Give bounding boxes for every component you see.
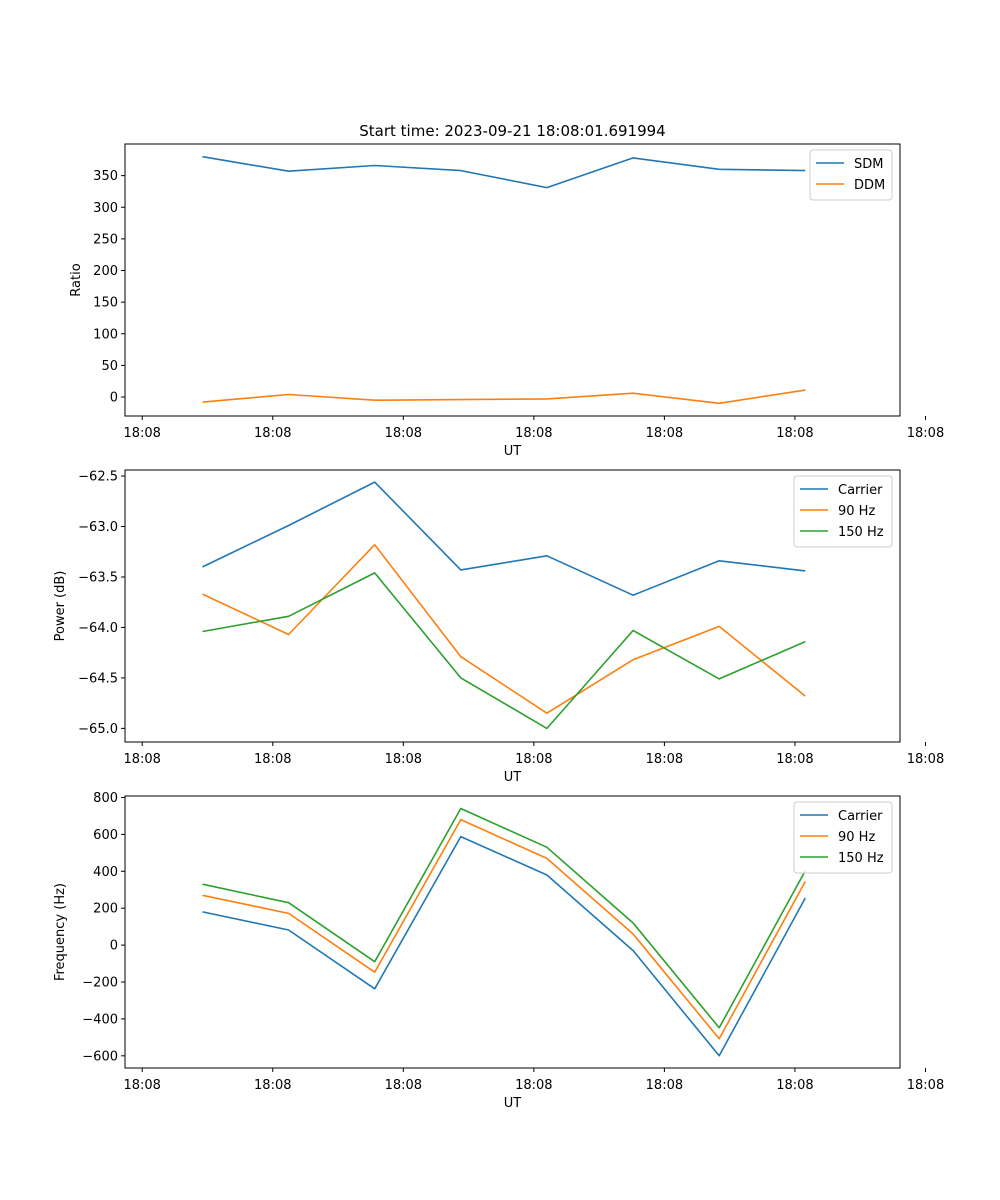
legend-label-150-hz: 150 Hz [838, 525, 884, 540]
y-axis-label: Ratio [69, 263, 84, 296]
x-tick-label: 18:08 [515, 1078, 552, 1093]
x-tick-label: 18:08 [776, 426, 813, 441]
legend-box [793, 801, 893, 874]
axes-frame [124, 143, 901, 417]
charts-group: 0 50 100 150 200 250 300 350 18:08 18:08 18:08 18:0… [53, 143, 944, 1111]
x-tick-label: 18:08 [515, 752, 552, 767]
y-tick-label: −64.0 [78, 621, 118, 636]
figure-title: Start time: 2023-09-21 18:08:01.691994 [359, 122, 665, 140]
y-tick-label: −400 [82, 1012, 118, 1027]
y-axis-label: Frequency (Hz) [53, 883, 68, 981]
series-line-sdm [202, 155, 806, 189]
y-tick-label: −63.0 [78, 520, 118, 535]
y-tick-label: 0 [110, 391, 118, 406]
x-tick-label: 18:08 [907, 1078, 944, 1093]
axes-frame [124, 469, 901, 743]
y-tick-label: 250 [93, 232, 118, 247]
series-line-90-hz [202, 543, 806, 715]
y-tick-label: 0 [110, 939, 118, 954]
legend-label-90-hz: 90 Hz [838, 504, 875, 519]
chart-panel-1: 0 50 100 150 200 250 300 350 18:08 18:08 18:08 18:0… [69, 143, 944, 459]
y-tick-label: −200 [82, 976, 118, 991]
x-tick-label: 18:08 [515, 426, 552, 441]
x-tick-label: 18:08 [907, 426, 944, 441]
x-tick-label: 18:08 [646, 1078, 683, 1093]
chart-panel-3: −600 −400 −200 0 200 400 600 800 18:08 18:08 18:08… [53, 791, 944, 1111]
legend: Carrier 90 Hz 150 Hz [793, 475, 893, 548]
x-tick-label: 18:08 [646, 426, 683, 441]
x-tick-label: 18:08 [254, 1078, 291, 1093]
x-tick-label: 18:08 [776, 1078, 813, 1093]
x-tick-label: 18:08 [254, 426, 291, 441]
x-tick-label: 18:08 [123, 752, 160, 767]
legend-box [793, 475, 893, 548]
y-tick-label: 200 [93, 264, 118, 279]
legend-label-sdm: SDM [854, 157, 883, 172]
y-axis-label: Power (dB) [53, 571, 68, 642]
series-line-carrier [202, 481, 806, 597]
series-line-ddm [202, 389, 806, 405]
x-tick-label: 18:08 [385, 752, 422, 767]
y-tick-label: 150 [93, 296, 118, 311]
x-tick-label: 18:08 [385, 1078, 422, 1093]
x-axis-label: UT [504, 770, 522, 785]
legend: Carrier 90 Hz 150 Hz [793, 801, 893, 874]
legend-label-ddm: DDM [854, 178, 885, 193]
series-line-carrier [202, 835, 807, 1057]
x-tick-label: 18:08 [776, 752, 813, 767]
legend-label-150-hz: 150 Hz [838, 851, 884, 866]
y-tick-label: 400 [93, 865, 118, 880]
y-tick-label: 600 [93, 828, 118, 843]
axes-frame [124, 795, 901, 1069]
y-tick-label: −64.5 [78, 671, 118, 686]
y-tick-label: −65.0 [78, 722, 118, 737]
y-tick-label: 350 [93, 169, 118, 184]
x-axis-label: UT [504, 444, 522, 459]
series-line-150-hz [202, 572, 806, 730]
x-tick-label: 18:08 [907, 752, 944, 767]
y-tick-label: 200 [93, 902, 118, 917]
x-tick-label: 18:08 [123, 1078, 160, 1093]
x-tick-label: 18:08 [646, 752, 683, 767]
y-tick-label: 800 [93, 791, 118, 806]
x-tick-label: 18:08 [385, 426, 422, 441]
legend-label-carrier: Carrier [838, 809, 883, 824]
y-tick-label: −63.5 [78, 570, 118, 585]
legend: SDM DDM [809, 149, 893, 201]
chart-panel-2: −65.0 −64.5 −64.0 −63.5 −63.0 −62.5 18:08 18:08… [53, 469, 944, 785]
legend-label-carrier: Carrier [838, 483, 883, 498]
series-line-90-hz [202, 818, 807, 1040]
y-tick-label: 100 [93, 327, 118, 342]
series-line-150-hz [202, 807, 807, 1029]
y-tick-label: −600 [82, 1049, 118, 1064]
legend-label-90-hz: 90 Hz [838, 830, 875, 845]
y-tick-label: 300 [93, 201, 118, 216]
y-tick-label: −62.5 [78, 470, 118, 485]
x-tick-label: 18:08 [123, 426, 160, 441]
x-tick-label: 18:08 [254, 752, 291, 767]
x-axis-label: UT [504, 1096, 522, 1111]
y-tick-label: 50 [101, 359, 118, 374]
